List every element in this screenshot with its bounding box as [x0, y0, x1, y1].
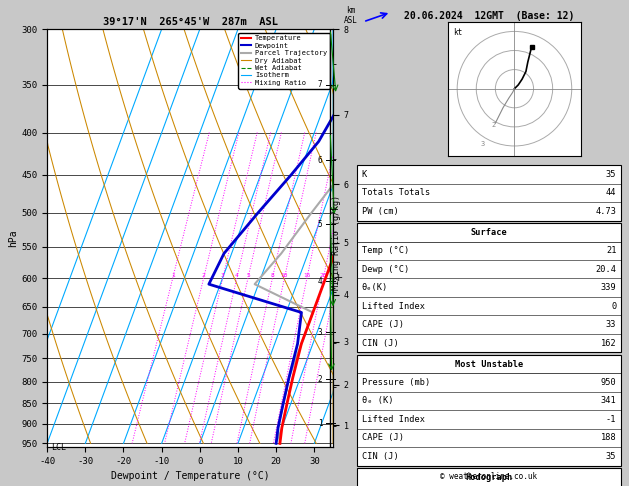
Text: LCL: LCL [51, 443, 66, 451]
Text: 35: 35 [606, 452, 616, 461]
Text: 339: 339 [601, 283, 616, 292]
Text: 7: 7 [318, 80, 323, 89]
Text: 35: 35 [606, 170, 616, 179]
Text: -1: -1 [606, 415, 616, 424]
Text: kt: kt [454, 28, 462, 36]
Text: 341: 341 [601, 397, 616, 405]
Text: 0: 0 [611, 302, 616, 311]
X-axis label: Dewpoint / Temperature (°C): Dewpoint / Temperature (°C) [111, 471, 270, 482]
Text: Surface: Surface [470, 228, 508, 237]
Text: 188: 188 [601, 434, 616, 442]
Text: CAPE (J): CAPE (J) [362, 320, 404, 329]
Text: 2: 2 [491, 122, 496, 128]
Text: 2: 2 [202, 273, 206, 278]
Text: Most Unstable: Most Unstable [455, 360, 523, 368]
Text: 4.73: 4.73 [596, 207, 616, 216]
Text: CAPE (J): CAPE (J) [362, 434, 404, 442]
Text: 5: 5 [246, 273, 250, 278]
Text: PW (cm): PW (cm) [362, 207, 398, 216]
Text: 21: 21 [606, 246, 616, 255]
Text: 162: 162 [601, 339, 616, 347]
Text: 4: 4 [235, 273, 238, 278]
Text: K: K [362, 170, 367, 179]
Legend: Temperature, Dewpoint, Parcel Trajectory, Dry Adiabat, Wet Adiabat, Isotherm, Mi: Temperature, Dewpoint, Parcel Trajectory… [238, 33, 330, 88]
Bar [357, 468, 621, 486]
Text: 2: 2 [318, 375, 323, 384]
Text: km
ASL: km ASL [343, 5, 357, 25]
Text: 10: 10 [281, 273, 288, 278]
Text: Temp (°C): Temp (°C) [362, 246, 409, 255]
Text: 8: 8 [270, 273, 274, 278]
Text: 15: 15 [303, 273, 311, 278]
Text: 44: 44 [606, 189, 616, 197]
Text: 6: 6 [318, 156, 323, 165]
Text: 20.4: 20.4 [596, 265, 616, 274]
Text: 4: 4 [318, 277, 323, 286]
Text: Lifted Index: Lifted Index [362, 302, 425, 311]
Text: © weatheronline.co.uk: © weatheronline.co.uk [440, 472, 538, 481]
Text: Dewp (°C): Dewp (°C) [362, 265, 409, 274]
Text: 950: 950 [601, 378, 616, 387]
Text: Totals Totals: Totals Totals [362, 189, 430, 197]
Text: θₑ(K): θₑ(K) [362, 283, 388, 292]
Text: 20.06.2024  12GMT  (Base: 12): 20.06.2024 12GMT (Base: 12) [404, 11, 574, 21]
Text: 1: 1 [318, 418, 323, 428]
Y-axis label: hPa: hPa [9, 229, 18, 247]
Text: Hodograph: Hodograph [465, 473, 513, 482]
Bar [357, 355, 621, 466]
Bar [357, 223, 621, 352]
Text: 33: 33 [606, 320, 616, 329]
Text: 3: 3 [318, 328, 323, 337]
Text: 5: 5 [318, 220, 323, 228]
Text: Lifted Index: Lifted Index [362, 415, 425, 424]
Text: Pressure (mb): Pressure (mb) [362, 378, 430, 387]
Text: CIN (J): CIN (J) [362, 452, 398, 461]
Text: 20: 20 [320, 273, 327, 278]
Text: Mixing Ratio (g/kg): Mixing Ratio (g/kg) [332, 195, 341, 291]
Text: 3: 3 [480, 141, 484, 147]
Text: CIN (J): CIN (J) [362, 339, 398, 347]
Text: +: + [333, 273, 343, 283]
Text: 1: 1 [171, 273, 175, 278]
Text: 3: 3 [221, 273, 225, 278]
Text: θₑ (K): θₑ (K) [362, 397, 393, 405]
Title: 39°17'N  265°45'W  287m  ASL: 39°17'N 265°45'W 287m ASL [103, 17, 278, 27]
Bar [357, 165, 621, 221]
